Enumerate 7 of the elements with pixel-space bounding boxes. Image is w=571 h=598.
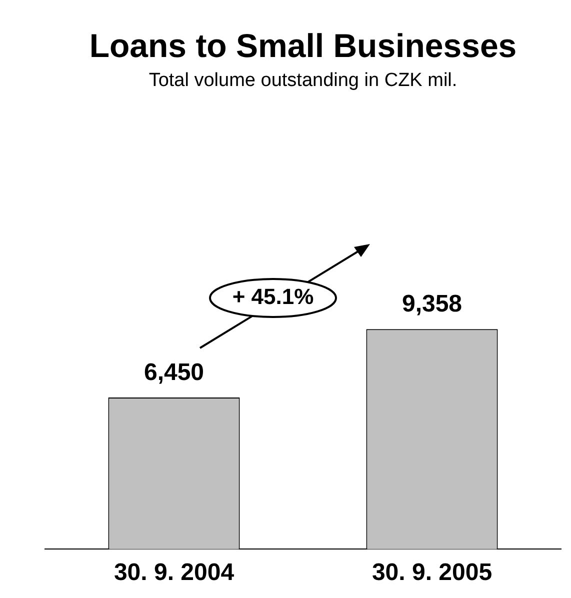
x-tick-label: 30. 9. 2004 — [114, 559, 235, 586]
chart-title: Loans to Small Businesses — [89, 26, 517, 64]
data-label: 6,450 — [144, 359, 204, 386]
text: + 45.1% — [231, 284, 315, 310]
x-tick-label: 30. 9. 2005 — [372, 559, 492, 586]
chart-subtitle: Total volume outstanding in CZK mil. — [148, 70, 458, 92]
data-label: 9,358 — [402, 290, 462, 318]
